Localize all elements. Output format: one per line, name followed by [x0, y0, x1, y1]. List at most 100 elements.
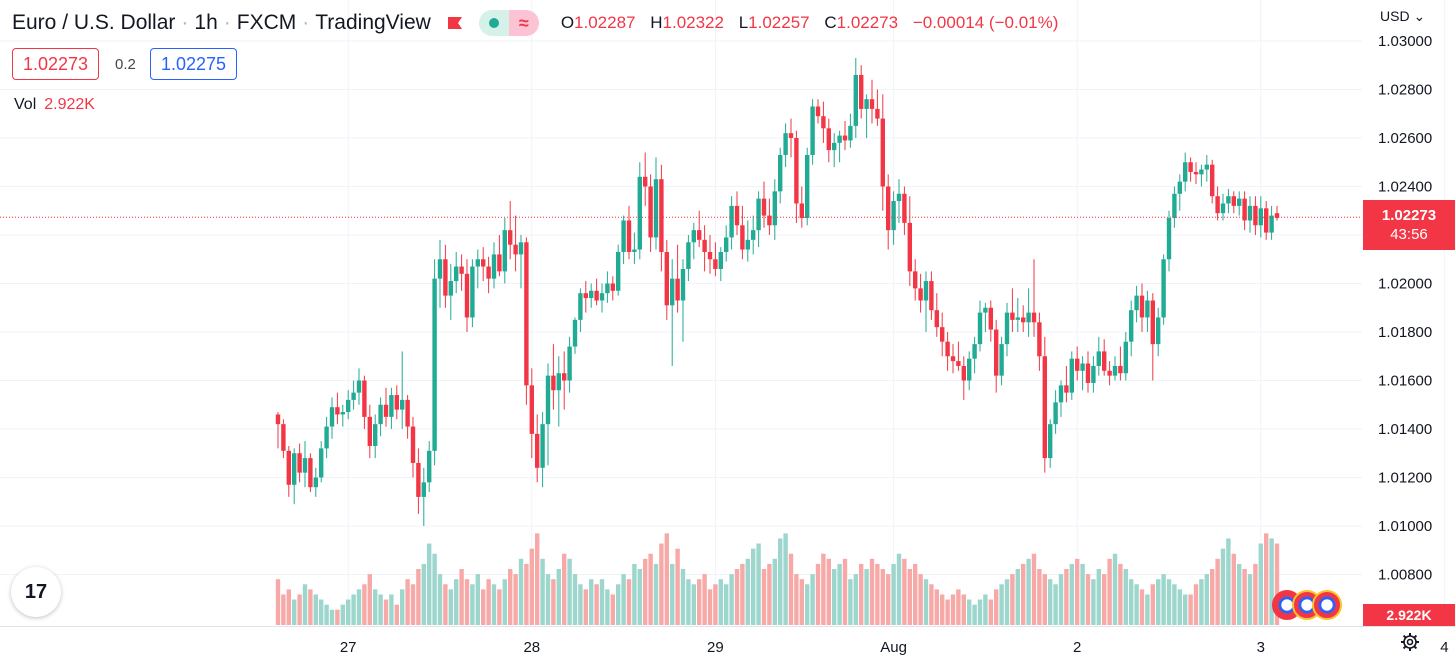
- candle-body: [805, 154, 810, 219]
- candle-body: [778, 154, 783, 192]
- volume-bar: [1091, 579, 1096, 625]
- economic-events[interactable]: [1272, 590, 1346, 620]
- candle-body: [551, 375, 556, 391]
- candle-body: [464, 273, 470, 318]
- candle-body: [902, 193, 907, 223]
- volume-bar: [1145, 594, 1150, 625]
- volume-bar: [394, 604, 399, 625]
- candle-body: [437, 259, 443, 279]
- volume-bar: [977, 599, 983, 625]
- price-tick-label: 1.01800: [1378, 324, 1432, 341]
- volume-bar: [535, 533, 540, 625]
- candle-body: [1231, 196, 1236, 206]
- volume-bar: [815, 563, 821, 625]
- price-tick-label: 1.00800: [1378, 567, 1432, 584]
- volume-bar: [940, 594, 945, 625]
- data-delayed-icon[interactable]: ≈: [508, 10, 539, 36]
- candle-body: [1242, 198, 1247, 221]
- candle-body: [346, 399, 351, 413]
- bar-countdown: 43:56: [1390, 226, 1428, 243]
- spread-value: 0.2: [115, 56, 136, 73]
- volume-bar: [1048, 579, 1053, 625]
- candle-body: [616, 251, 621, 291]
- volume-bar: [983, 594, 988, 625]
- time-tick-label: 3: [1257, 639, 1265, 656]
- market-status-pill[interactable]: ≈: [478, 10, 539, 36]
- candle-body: [1085, 363, 1091, 383]
- us-flag-event-icon[interactable]: [1312, 590, 1342, 620]
- candle-body: [1139, 295, 1145, 318]
- candle-body: [1204, 164, 1209, 170]
- volume-bar: [929, 584, 934, 625]
- candle-body: [934, 310, 939, 328]
- interval-label[interactable]: 1h: [194, 11, 218, 34]
- volume-bar: [778, 538, 783, 625]
- candle-body: [1015, 317, 1020, 320]
- candle-body: [864, 99, 869, 109]
- candle-body: [913, 271, 918, 289]
- volume-bar: [1183, 594, 1188, 625]
- candle-body: [756, 198, 761, 231]
- candle-body: [1166, 218, 1172, 260]
- symbol-name[interactable]: Euro / U.S. Dollar: [12, 11, 176, 34]
- volume-bar: [1037, 569, 1042, 625]
- gear-icon[interactable]: [1400, 632, 1420, 652]
- market-open-icon[interactable]: [478, 10, 509, 36]
- volume-bar: [956, 589, 961, 625]
- volume-bar: [518, 558, 524, 625]
- volume-bar: [551, 579, 556, 625]
- candle-body: [1150, 300, 1155, 345]
- volume-bar: [1123, 569, 1128, 625]
- volume-value: 2.922K: [44, 96, 95, 113]
- volume-bar: [729, 574, 734, 625]
- volume-bar: [761, 569, 767, 625]
- volume-bar: [497, 589, 502, 625]
- volume-bar: [767, 563, 772, 625]
- volume-bar: [1258, 543, 1263, 625]
- volume-bar: [1031, 553, 1037, 625]
- candle-body: [1134, 295, 1139, 311]
- volume-legend[interactable]: Vol 2.922K: [14, 96, 95, 114]
- price-tick-label: 1.02000: [1378, 276, 1432, 293]
- volume-bar: [643, 558, 648, 625]
- volume-bar: [907, 569, 912, 625]
- candle-body: [329, 407, 335, 427]
- candle-body: [1177, 181, 1182, 194]
- candle-body: [1048, 424, 1053, 459]
- candle-body: [1193, 171, 1199, 175]
- volume-bar: [599, 579, 605, 625]
- candle-body: [761, 198, 767, 216]
- volume-bar: [697, 579, 702, 625]
- candle-body: [626, 220, 632, 252]
- volume-bar: [405, 579, 410, 625]
- volume-bar: [1269, 538, 1274, 625]
- volume-bar: [297, 594, 302, 625]
- volume-bar: [902, 558, 907, 625]
- buy-button[interactable]: 1.02275: [150, 48, 238, 80]
- volume-bar: [1264, 533, 1269, 625]
- candle-body: [972, 344, 977, 359]
- candle-body: [481, 259, 486, 267]
- tradingview-logo-icon[interactable]: 17: [11, 567, 61, 617]
- volume-bar: [891, 563, 896, 625]
- symbol-legend[interactable]: Euro / U.S. Dollar · 1h · FXCM · Trading…: [12, 8, 1068, 38]
- volume-bar: [680, 569, 686, 625]
- volume-bar: [686, 579, 691, 625]
- volume-bar: [1134, 584, 1139, 625]
- volume-bar: [589, 579, 594, 625]
- volume-bar: [437, 574, 443, 625]
- flag-icon[interactable]: [447, 15, 463, 31]
- candle-body: [1021, 317, 1026, 323]
- candle-body: [383, 404, 389, 417]
- volume-bar: [918, 574, 923, 625]
- currency-selector[interactable]: USD ⌄: [1380, 8, 1426, 24]
- volume-bar: [1242, 569, 1247, 625]
- candle-body: [907, 222, 912, 272]
- time-tick-label: 29: [707, 639, 724, 656]
- volume-bar: [562, 553, 567, 625]
- volume-bar: [529, 548, 534, 625]
- separator-dot: ·: [223, 11, 231, 34]
- candle-body: [1096, 351, 1101, 366]
- sell-button[interactable]: 1.02273: [12, 48, 100, 80]
